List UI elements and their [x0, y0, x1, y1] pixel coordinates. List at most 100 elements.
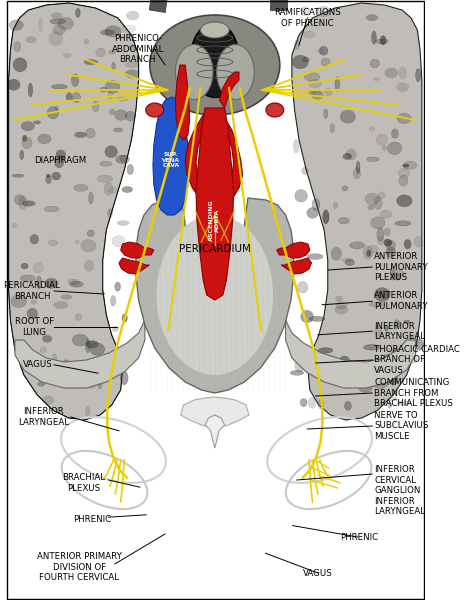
Ellipse shape	[335, 305, 347, 314]
Ellipse shape	[109, 109, 115, 115]
Ellipse shape	[55, 106, 59, 110]
Text: ANTERIOR
PULMONARY: ANTERIOR PULMONARY	[375, 292, 428, 311]
Ellipse shape	[51, 85, 67, 89]
Ellipse shape	[78, 368, 89, 383]
Ellipse shape	[125, 70, 139, 78]
Ellipse shape	[342, 186, 347, 191]
Ellipse shape	[156, 215, 273, 375]
Ellipse shape	[42, 396, 54, 404]
Text: PHRENICO-
ABDOMINAL
BRANCH: PHRENICO- ABDOMINAL BRANCH	[112, 34, 164, 64]
Ellipse shape	[335, 296, 343, 301]
Ellipse shape	[97, 175, 113, 182]
Ellipse shape	[366, 14, 378, 20]
Ellipse shape	[46, 174, 50, 178]
Ellipse shape	[345, 259, 354, 265]
Ellipse shape	[370, 59, 379, 68]
Ellipse shape	[403, 320, 410, 323]
Text: ASCENDING
AORTA: ASCENDING AORTA	[209, 199, 220, 241]
Ellipse shape	[392, 269, 404, 279]
Ellipse shape	[367, 250, 371, 257]
Ellipse shape	[350, 242, 365, 249]
Ellipse shape	[376, 39, 388, 44]
Ellipse shape	[38, 134, 51, 144]
Ellipse shape	[309, 91, 315, 95]
Ellipse shape	[346, 149, 356, 160]
Ellipse shape	[48, 240, 58, 245]
Text: COMMUNICATING
BRANCH FROM
BRACHIAL PLEXUS: COMMUNICATING BRANCH FROM BRACHIAL PLEXU…	[375, 378, 453, 408]
Ellipse shape	[394, 320, 400, 329]
Ellipse shape	[108, 187, 119, 193]
Ellipse shape	[85, 406, 90, 416]
Ellipse shape	[90, 343, 105, 355]
Ellipse shape	[21, 263, 28, 269]
Polygon shape	[153, 97, 189, 215]
Ellipse shape	[84, 39, 89, 44]
Polygon shape	[120, 242, 154, 258]
Ellipse shape	[397, 113, 411, 124]
Ellipse shape	[335, 79, 340, 91]
Ellipse shape	[295, 190, 307, 202]
Text: PERICARDIUM: PERICARDIUM	[179, 244, 251, 254]
Polygon shape	[292, 3, 422, 420]
Ellipse shape	[190, 22, 240, 97]
Text: VAGUS: VAGUS	[303, 569, 333, 577]
Ellipse shape	[369, 302, 384, 307]
Ellipse shape	[83, 376, 98, 388]
Ellipse shape	[310, 367, 321, 378]
Ellipse shape	[373, 380, 388, 388]
Ellipse shape	[294, 40, 299, 49]
Ellipse shape	[374, 197, 382, 209]
Ellipse shape	[365, 193, 380, 205]
Ellipse shape	[54, 155, 64, 168]
Ellipse shape	[386, 367, 399, 376]
Ellipse shape	[309, 91, 321, 96]
Ellipse shape	[359, 385, 372, 392]
Ellipse shape	[105, 80, 120, 94]
Ellipse shape	[331, 247, 341, 260]
Ellipse shape	[125, 62, 139, 67]
Polygon shape	[286, 320, 416, 388]
Ellipse shape	[175, 44, 213, 100]
Ellipse shape	[117, 221, 129, 226]
Ellipse shape	[26, 349, 31, 359]
Ellipse shape	[39, 18, 42, 32]
Ellipse shape	[375, 326, 382, 338]
Ellipse shape	[388, 142, 402, 155]
Ellipse shape	[200, 22, 229, 38]
Text: ANTERIOR PRIMARY
DIVISION OF
FOURTH CERVICAL: ANTERIOR PRIMARY DIVISION OF FOURTH CERV…	[37, 552, 121, 582]
Text: THORACIC CARDIAC
BRANCH OF
VAGUS: THORACIC CARDIAC BRANCH OF VAGUS	[375, 345, 460, 375]
Ellipse shape	[44, 371, 57, 379]
Polygon shape	[8, 3, 139, 420]
Ellipse shape	[390, 266, 395, 280]
Ellipse shape	[47, 363, 63, 376]
Polygon shape	[219, 72, 239, 108]
Ellipse shape	[58, 17, 73, 29]
Ellipse shape	[71, 74, 79, 87]
Ellipse shape	[108, 50, 116, 54]
Text: NERVE TO
SUBCLAVIUS
MUSCLE: NERVE TO SUBCLAVIUS MUSCLE	[375, 411, 429, 441]
Ellipse shape	[380, 35, 386, 45]
Ellipse shape	[104, 182, 113, 196]
Ellipse shape	[388, 402, 392, 409]
Ellipse shape	[311, 91, 323, 100]
Ellipse shape	[45, 278, 57, 289]
Text: PERICARDIAL
BRANCH: PERICARDIAL BRANCH	[4, 281, 60, 301]
Ellipse shape	[414, 236, 423, 247]
Ellipse shape	[292, 55, 308, 69]
Ellipse shape	[76, 8, 80, 17]
Ellipse shape	[96, 48, 106, 57]
Ellipse shape	[74, 184, 88, 191]
Ellipse shape	[14, 59, 26, 70]
Text: INFERIOR
LARYNGEAL: INFERIOR LARYNGEAL	[375, 322, 425, 341]
Ellipse shape	[115, 282, 120, 291]
Ellipse shape	[72, 92, 80, 103]
Polygon shape	[276, 242, 310, 258]
Ellipse shape	[63, 360, 70, 367]
Ellipse shape	[330, 124, 334, 133]
Ellipse shape	[384, 228, 390, 236]
Ellipse shape	[373, 77, 379, 80]
Ellipse shape	[307, 208, 318, 218]
Polygon shape	[15, 320, 145, 388]
Ellipse shape	[380, 211, 392, 218]
Ellipse shape	[340, 110, 355, 124]
